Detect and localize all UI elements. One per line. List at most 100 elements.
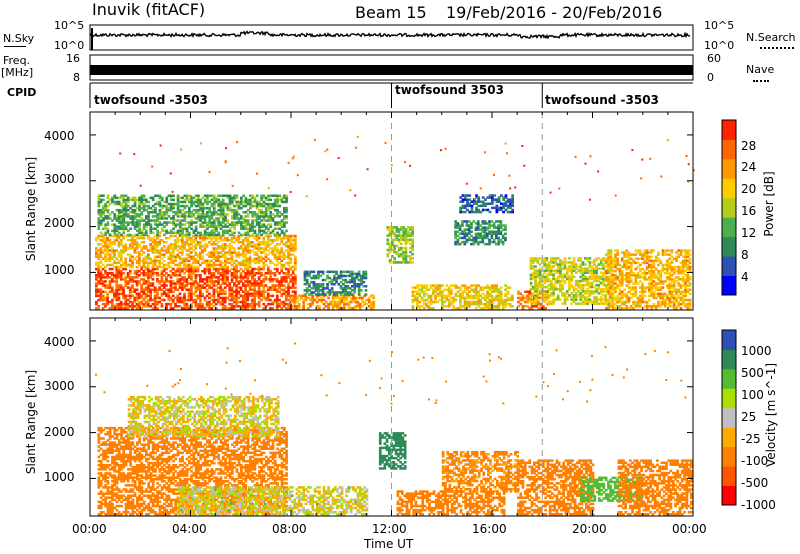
data-cell (244, 298, 247, 302)
data-cell (233, 223, 236, 226)
data-cell (422, 298, 426, 302)
data-cell (223, 296, 227, 300)
data-cell (174, 296, 177, 300)
data-cell (176, 223, 180, 226)
data-cell (194, 259, 198, 263)
data-cell (131, 284, 134, 287)
data-cell (314, 276, 318, 280)
data-cell (312, 274, 316, 278)
data-cell (122, 251, 125, 254)
data-cell (178, 221, 182, 224)
data-cell (181, 227, 184, 230)
data-cell (210, 194, 214, 197)
data-cell (120, 221, 123, 224)
data-cell (481, 234, 485, 238)
data-cell (545, 285, 549, 289)
data-cell (273, 255, 277, 258)
data-cell (264, 211, 268, 214)
data-cell (147, 276, 150, 279)
data-cell (181, 249, 184, 252)
data-cell (504, 288, 507, 291)
data-cell (138, 300, 141, 304)
data-cell (206, 211, 209, 214)
data-cell (283, 208, 286, 212)
data-cell (285, 196, 288, 200)
data-cell (131, 196, 135, 200)
data-cell (212, 213, 216, 216)
data-cell (203, 225, 207, 228)
data-cell (255, 239, 259, 242)
data-cell (289, 234, 293, 238)
data-cell (174, 243, 177, 246)
data-cell (212, 233, 216, 237)
data-cell (174, 219, 178, 222)
data-cell (147, 272, 150, 275)
data-cell (319, 270, 323, 274)
data-cell (221, 282, 225, 285)
data-cell (511, 305, 514, 308)
data-cell (181, 288, 184, 291)
data-cell (147, 234, 150, 238)
data-cell (611, 265, 615, 269)
data-cell (246, 223, 250, 226)
data-cell (271, 284, 275, 287)
data-cell (188, 223, 191, 226)
data-cell (119, 241, 123, 244)
data-cell (262, 194, 266, 197)
data-cell (291, 286, 295, 289)
data-cell (117, 298, 121, 302)
data-cell (214, 239, 218, 242)
data-cell (304, 296, 308, 300)
data-cell (165, 267, 168, 271)
data-cell (223, 278, 227, 281)
data-cell (135, 294, 139, 298)
data-cell (294, 274, 297, 277)
data-cell (224, 231, 227, 235)
data-cell (219, 265, 223, 269)
data-cell (183, 219, 187, 222)
data-cell (149, 211, 153, 214)
data-cell (174, 269, 177, 273)
data-cell (499, 286, 503, 289)
data-cell (215, 196, 218, 200)
data-cell (625, 259, 629, 263)
data-cell (205, 282, 209, 285)
data-cell (136, 215, 139, 218)
data-cell (178, 204, 182, 208)
data-cell (199, 284, 202, 287)
data-cell (110, 280, 114, 283)
data-cell (160, 223, 164, 226)
data-cell (477, 196, 481, 199)
data-cell (217, 241, 220, 244)
data-cell (280, 213, 284, 216)
data-cell (348, 272, 352, 276)
data-cell (156, 231, 159, 235)
data-cell (174, 247, 177, 250)
data-cell (97, 234, 100, 238)
data-cell (242, 278, 245, 281)
data-cell (156, 294, 159, 298)
data-cell (203, 206, 207, 210)
data-cell (264, 290, 268, 293)
data-cell (226, 272, 229, 275)
data-cell (185, 265, 189, 269)
data-cell (131, 215, 135, 218)
data-cell (282, 257, 286, 260)
data-cell (275, 243, 279, 246)
data-cell (233, 225, 236, 228)
data-cell (97, 196, 101, 200)
data-cell (149, 290, 152, 293)
data-cell (230, 263, 234, 267)
data-cell (294, 255, 297, 258)
data-cell (217, 257, 220, 260)
data-cell (486, 284, 489, 287)
data-cell (97, 236, 100, 240)
data-cell (276, 213, 279, 216)
data-cell (212, 198, 216, 202)
data-cell (178, 257, 182, 260)
data-cell (133, 251, 137, 254)
data-cell (271, 286, 275, 289)
data-cell (165, 196, 169, 200)
data-cell (223, 259, 227, 263)
data-cell (217, 251, 220, 254)
